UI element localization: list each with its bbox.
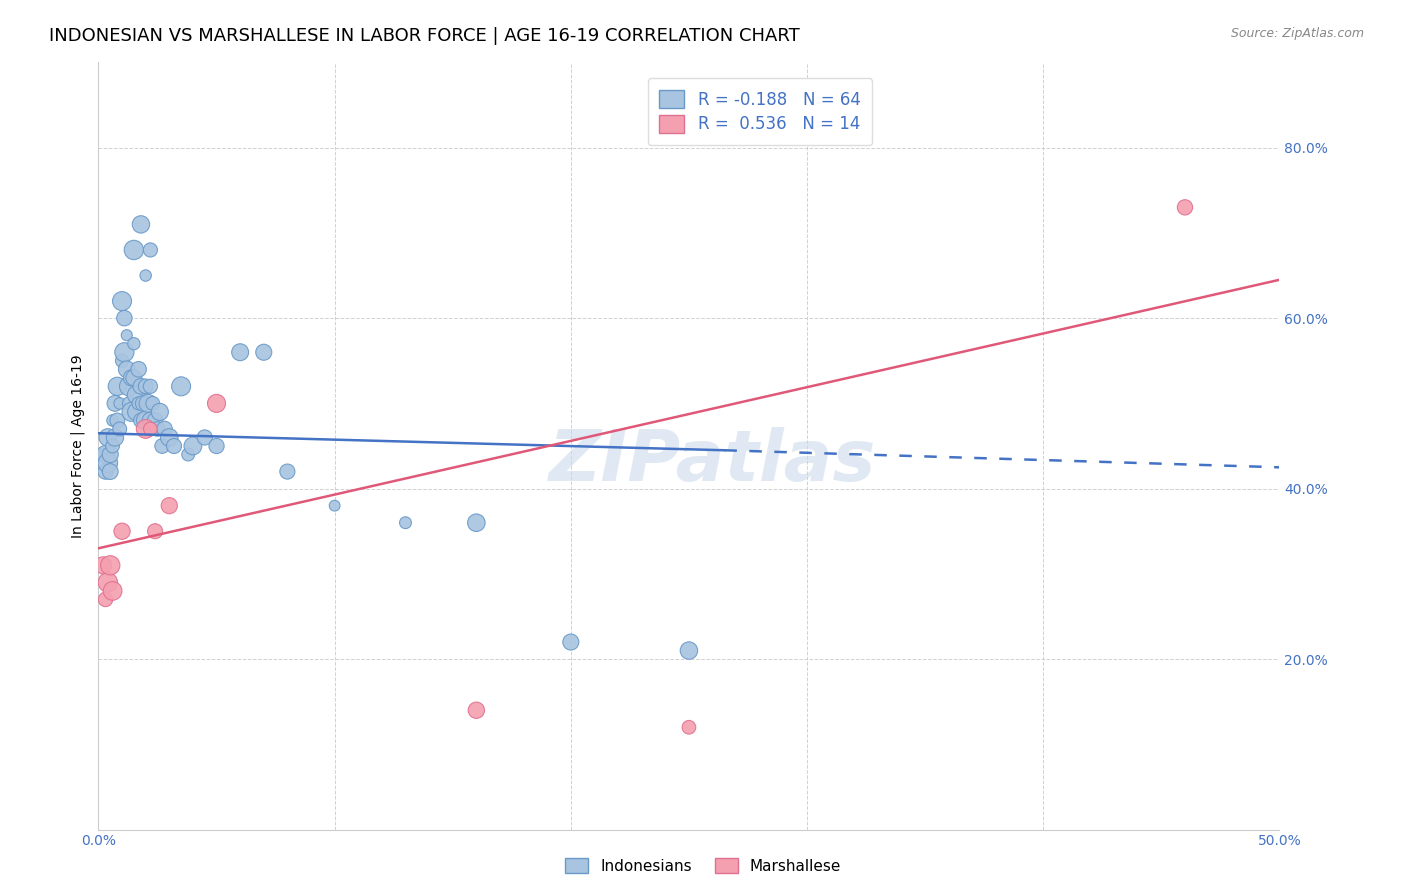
Point [139, 243, 162, 257]
Point [111, 294, 134, 309]
Legend: Indonesians, Marshallese: Indonesians, Marshallese [558, 852, 848, 880]
Point [163, 439, 186, 453]
Point [394, 516, 416, 530]
Legend: R = -0.188   N = 64, R =  0.536   N = 14: R = -0.188 N = 64, R = 0.536 N = 14 [648, 78, 872, 145]
Point [115, 328, 138, 343]
Point [112, 311, 135, 326]
Point [177, 448, 200, 462]
Point [139, 413, 162, 427]
Point [276, 465, 298, 479]
Point [560, 635, 582, 649]
Point [94, 592, 117, 607]
Point [128, 396, 150, 410]
Point [98, 558, 121, 573]
Point [91, 448, 114, 462]
Point [97, 575, 120, 590]
Point [143, 413, 166, 427]
Point [112, 345, 135, 359]
Point [135, 413, 157, 427]
Point [115, 362, 138, 376]
Point [139, 379, 162, 393]
Point [122, 243, 145, 257]
Point [129, 379, 152, 393]
Point [1174, 200, 1197, 214]
Point [128, 362, 150, 376]
Point [108, 422, 131, 436]
Point [157, 430, 180, 444]
Point [194, 430, 217, 444]
Y-axis label: In Labor Force | Age 16-19: In Labor Force | Age 16-19 [70, 354, 84, 538]
Point [253, 345, 276, 359]
Point [118, 379, 141, 393]
Point [97, 456, 120, 470]
Point [149, 405, 172, 419]
Point [205, 396, 228, 410]
Point [111, 524, 134, 539]
Point [105, 379, 128, 393]
Point [142, 396, 165, 410]
Text: ZIPatlas: ZIPatlas [548, 427, 876, 496]
Point [129, 413, 152, 427]
Point [104, 430, 127, 444]
Point [678, 720, 700, 734]
Point [132, 396, 155, 410]
Point [229, 345, 252, 359]
Point [101, 583, 124, 598]
Point [153, 422, 176, 436]
Point [111, 353, 134, 368]
Point [139, 422, 162, 436]
Point [122, 371, 145, 385]
Point [678, 643, 700, 657]
Point [121, 405, 143, 419]
Point [205, 439, 228, 453]
Point [118, 396, 141, 410]
Point [125, 388, 148, 402]
Point [94, 465, 117, 479]
Point [135, 268, 157, 283]
Point [105, 413, 128, 427]
Point [98, 465, 121, 479]
Point [98, 448, 121, 462]
Point [135, 422, 157, 436]
Point [121, 371, 143, 385]
Point [181, 439, 204, 453]
Point [323, 499, 346, 513]
Point [122, 336, 145, 351]
Point [129, 218, 152, 232]
Point [101, 413, 124, 427]
Point [143, 524, 166, 539]
Text: INDONESIAN VS MARSHALLESE IN LABOR FORCE | AGE 16-19 CORRELATION CHART: INDONESIAN VS MARSHALLESE IN LABOR FORCE… [49, 27, 800, 45]
Point [136, 396, 159, 410]
Point [157, 499, 180, 513]
Point [465, 516, 488, 530]
Point [125, 405, 148, 419]
Point [91, 558, 114, 573]
Text: Source: ZipAtlas.com: Source: ZipAtlas.com [1230, 27, 1364, 40]
Point [150, 439, 173, 453]
Point [97, 430, 120, 444]
Point [101, 439, 124, 453]
Point [170, 379, 193, 393]
Point [465, 703, 488, 717]
Point [94, 448, 117, 462]
Point [104, 396, 127, 410]
Point [108, 396, 131, 410]
Point [146, 422, 169, 436]
Point [135, 379, 157, 393]
